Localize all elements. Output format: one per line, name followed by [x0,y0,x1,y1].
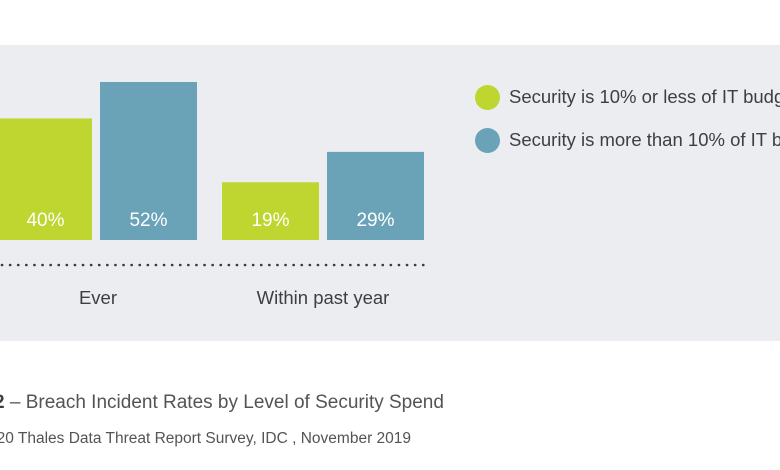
bar-value-label: 40% [26,210,64,231]
legend-swatch-blue [475,127,500,153]
figure-title: – Breach Incident Rates by Level of Secu… [4,392,444,413]
legend-item-high-spend: Security is more than 10% of IT bu [475,124,780,156]
legend-label: Security is 10% or less of IT budg [509,86,780,107]
bar-within-past-year-series-2 [327,151,424,240]
bar-ever-series-2 [100,82,197,240]
bar-chart: 40% 52% 19% 29% Ever Within past year [0,82,432,308]
bar-value-label: 52% [129,210,167,231]
figure-caption: 2 – Breach Incident Rates by Level of Se… [0,392,444,414]
bar-ever-series-1 [0,118,92,240]
figure-number: 2 [0,392,5,413]
figure-source: 020 Thales Data Threat Report Survey, ID… [0,430,412,447]
category-label: Within past year [257,287,390,308]
category-label: Ever [79,287,117,308]
bar-value-label: 29% [356,210,394,231]
legend-item-low-spend: Security is 10% or less of IT budg [475,81,780,113]
chart-panel: 40% 52% 19% 29% Ever Within past year Securi… [0,45,780,341]
bar-within-past-year-series-1 [222,182,319,240]
bar-value-label: 19% [251,210,289,231]
legend-label: Security is more than 10% of IT bu [509,129,780,150]
legend-swatch-green [475,84,500,110]
